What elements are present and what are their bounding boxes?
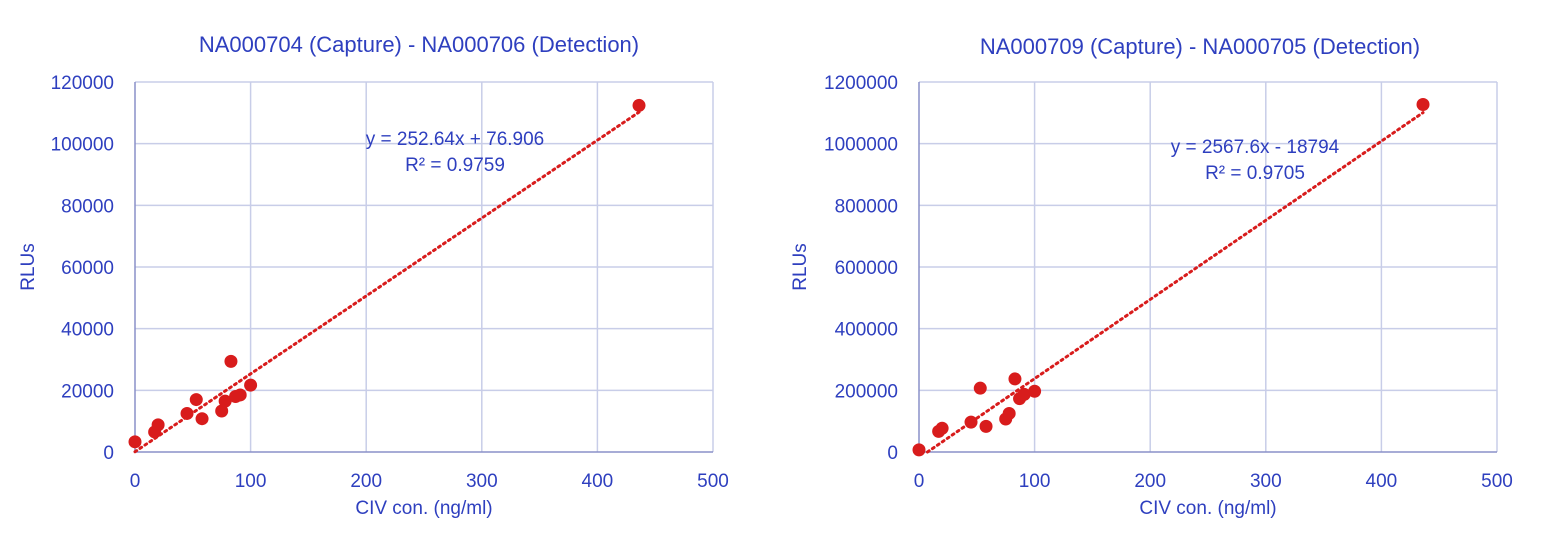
y-tick-label: 60000	[61, 258, 114, 279]
data-point	[1028, 384, 1042, 398]
x-tick-label: 500	[697, 471, 729, 492]
data-points	[912, 98, 1430, 457]
data-point	[128, 435, 142, 449]
x-tick-label: 100	[1019, 471, 1051, 492]
x-tick-label: 400	[1366, 471, 1398, 492]
data-point	[189, 393, 203, 407]
data-point	[935, 421, 949, 435]
data-point	[1002, 406, 1016, 420]
y-tick-label: 200000	[835, 381, 898, 402]
x-tick-label: 200	[350, 471, 382, 492]
x-tick-label: 300	[466, 471, 498, 492]
data-point	[224, 354, 238, 368]
x-tick-label: 0	[130, 471, 141, 492]
y-tick-label: 120000	[51, 73, 114, 94]
chart-title: NA000704 (Capture) - NA000706 (Detection…	[199, 32, 639, 57]
y-tick-label: 600000	[835, 258, 898, 279]
data-point	[244, 378, 258, 392]
trendline-equation: y = 2567.6x - 18794	[1171, 137, 1340, 158]
data-point	[979, 419, 993, 433]
y-tick-label: 40000	[61, 320, 114, 341]
y-tick-label: 20000	[61, 381, 114, 402]
data-point	[973, 381, 987, 395]
y-tick-label: 80000	[61, 196, 114, 217]
data-point	[218, 394, 232, 408]
y-axis-label: RLUs	[790, 243, 811, 291]
trendline	[925, 111, 1425, 454]
x-tick-label: 500	[1481, 471, 1513, 492]
y-tick-label: 100000	[51, 135, 114, 156]
gridlines	[135, 81, 714, 452]
y-axis-label: RLUs	[18, 243, 39, 291]
r-squared-label: R² = 0.9759	[405, 155, 505, 176]
data-point	[195, 412, 209, 426]
data-points	[128, 98, 646, 449]
x-tick-label: 400	[582, 471, 614, 492]
data-point	[180, 406, 194, 420]
y-tick-label: 0	[887, 443, 898, 464]
y-tick-label: 800000	[835, 196, 898, 217]
data-point	[912, 443, 926, 457]
y-tick-label: 0	[103, 443, 114, 464]
data-point	[964, 415, 978, 429]
r-squared-label: R² = 0.9705	[1205, 163, 1305, 184]
chart-2: NA000709 (Capture) - NA000705 (Detection…	[790, 34, 1513, 519]
data-point	[632, 98, 646, 112]
data-point	[215, 404, 229, 418]
data-point	[1008, 372, 1022, 386]
data-point	[151, 418, 165, 432]
x-tick-label: 0	[914, 471, 925, 492]
x-axis-label: CIV con. (ng/ml)	[355, 498, 492, 519]
trendline-equation: y = 252.64x + 76.906	[366, 129, 545, 150]
y-tick-label: 1000000	[824, 135, 898, 156]
data-point	[233, 388, 247, 402]
y-tick-label: 1200000	[824, 73, 898, 94]
data-point	[1017, 387, 1031, 401]
y-tick-label: 400000	[835, 320, 898, 341]
data-point	[1416, 98, 1430, 112]
trendline	[133, 110, 641, 454]
x-tick-label: 300	[1250, 471, 1282, 492]
x-tick-label: 100	[235, 471, 267, 492]
chart-1: NA000704 (Capture) - NA000706 (Detection…	[18, 32, 729, 519]
gridlines	[919, 81, 1498, 452]
x-axis-label: CIV con. (ng/ml)	[1139, 498, 1276, 519]
x-tick-label: 200	[1134, 471, 1166, 492]
chart-title: NA000709 (Capture) - NA000705 (Detection…	[980, 34, 1420, 59]
